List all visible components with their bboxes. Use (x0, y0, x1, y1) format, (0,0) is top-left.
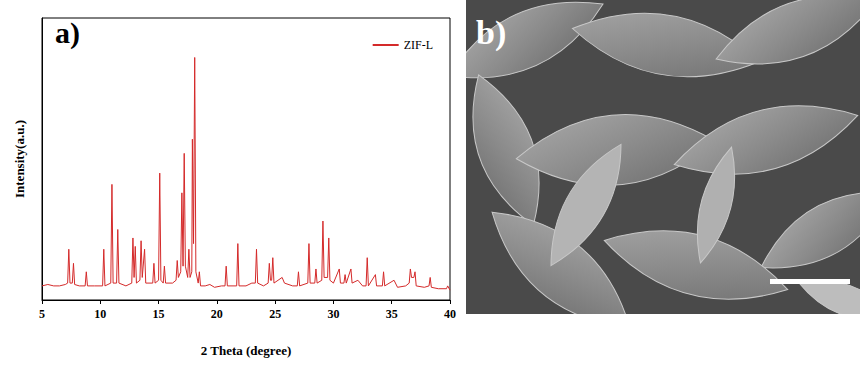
svg-text:40: 40 (444, 307, 456, 321)
svg-text:15: 15 (153, 307, 165, 321)
svg-text:20: 20 (211, 307, 223, 321)
svg-text:a): a) (55, 16, 80, 50)
svg-text:ZIF-L: ZIF-L (404, 38, 433, 52)
svg-text:10: 10 (94, 307, 106, 321)
svg-text:5: 5 (39, 307, 45, 321)
svg-text:35: 35 (386, 307, 398, 321)
svg-text:25: 25 (269, 307, 281, 321)
svg-text:Intensity(a.u.): Intensity(a.u.) (12, 120, 27, 198)
svg-text:b): b) (476, 14, 506, 52)
svg-text:30: 30 (327, 307, 339, 321)
svg-text:2 Theta (degree): 2 Theta (degree) (201, 343, 292, 358)
